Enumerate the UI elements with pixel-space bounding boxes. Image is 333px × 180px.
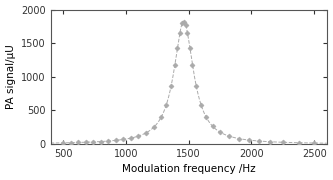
X-axis label: Modulation frequency /Hz: Modulation frequency /Hz bbox=[122, 165, 255, 174]
Y-axis label: PA signal/μU: PA signal/μU bbox=[6, 44, 16, 109]
